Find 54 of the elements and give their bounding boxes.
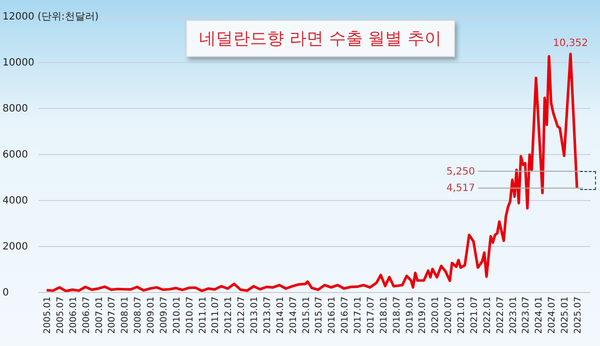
text: 네덜란드향 라면 수출 월별 추이 [186,20,455,57]
ref-line-label: 5,250 [446,166,475,178]
line-series [45,52,578,292]
x-tick-label: 2019.07 [418,296,428,334]
x-tick-label: 2017.07 [366,296,376,334]
x-tick-label: 2013.07 [262,296,273,334]
x-tick-label: 2025.07 [573,296,584,334]
x-tick-label: 2024.07 [548,296,558,334]
x-tick-label: 2015.01 [302,296,312,334]
x-tick-label: 2020.01 [431,296,442,334]
x-tick-label: 2016.01 [328,296,338,334]
x-tick-label: 2023.07 [522,296,532,334]
x-tick-label: 2009.01 [146,296,157,334]
x-tick-label: 2021.01 [457,296,468,334]
x-tick-label: 2006.01 [69,296,79,334]
x-tick-label: 2007.07 [108,296,118,334]
x-tick-label: 2012.01 [224,296,234,334]
x-tick-label: 2019.01 [405,296,416,334]
x-tick-label: 2015.07 [314,296,325,334]
x-tick-label: 2020.07 [444,296,454,334]
x-tick-label: 2023.01 [508,296,519,334]
y-tick-label: 6000 [2,150,28,160]
y-tick-label: 0 [2,288,9,298]
x-tick-label: 2005.01 [43,296,54,334]
y-tick-label: 8000 [2,104,28,114]
x-tick-label: 2006.07 [82,296,92,334]
y-tick-label: 12000 (단위:천달러) [2,12,99,22]
x-tick-label: 2014.01 [276,296,286,334]
x-tick-label: 2008.01 [120,296,131,334]
x-tick-label: 2008.07 [134,296,144,334]
x-tick-label: 2009.07 [159,296,170,334]
x-tick-label: 2018.07 [392,296,402,334]
y-tick-label: 2000 [2,242,28,252]
x-tick-label: 2012.07 [237,296,248,334]
y-tick-label: 4000 [2,196,28,206]
x-tick-label: 2022.07 [496,296,506,334]
x-tick-label: 2022.01 [483,296,493,334]
y-tick-label: 10000 [2,58,34,68]
x-tick-label: 2018.01 [380,296,390,334]
x-tick-label: 2010.07 [185,296,196,334]
x-tick-label: 2016.07 [340,296,351,334]
x-tick-label: 2025.01 [560,296,571,334]
ref-line-label: 4,517 [446,183,475,194]
x-tick-label: 2021.07 [470,296,480,334]
x-tick-label: 2017.01 [354,296,364,334]
x-tick-label: 2024.01 [534,296,545,334]
x-tick-label: 2005.07 [56,296,66,334]
x-tick-label: 2011.07 [211,296,222,334]
x-tick-label: 2007.01 [94,296,105,334]
x-tick-label: 2011.01 [198,296,208,334]
annotation: 10,352 [553,38,588,49]
x-tick-label: 2010.01 [172,296,182,334]
x-tick-label: 2014.07 [288,296,299,334]
x-tick-label: 2013.01 [250,296,260,334]
